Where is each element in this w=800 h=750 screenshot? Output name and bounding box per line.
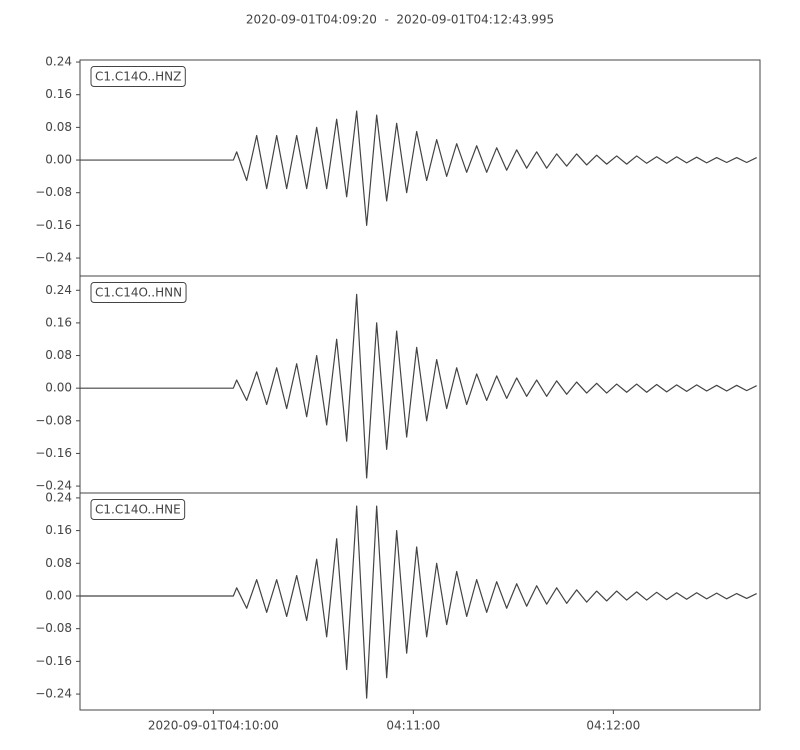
waveform	[80, 505, 757, 699]
x-tick-label: 2020-09-01T04:10:00	[148, 719, 279, 733]
waveform	[80, 293, 757, 479]
waveform	[80, 110, 757, 226]
y-tick-label: 0.08	[45, 556, 72, 570]
y-tick-label: 0.24	[45, 490, 72, 504]
station-label: C1.C14O..HNE	[95, 503, 181, 517]
y-tick-label: 0.08	[45, 348, 72, 362]
label-box	[90, 282, 187, 303]
station-label: C1.C14O..HNN	[95, 286, 182, 300]
y-tick-label: −0.24	[35, 479, 72, 493]
x-tick-label: 04:12:00	[586, 719, 640, 733]
chart-title: 2020-09-01T04:09:20 - 2020-09-01T04:12:4…	[246, 13, 554, 27]
y-tick-label: −0.16	[35, 218, 72, 232]
y-tick-label: 0.16	[45, 523, 72, 537]
y-tick-label: 0.00	[45, 153, 72, 167]
y-tick-label: −0.08	[35, 185, 72, 199]
y-tick-label: 0.16	[45, 315, 72, 329]
station-label: C1.C14O..HNZ	[95, 70, 181, 84]
y-tick-label: −0.16	[35, 446, 72, 460]
label-box	[90, 66, 186, 87]
y-tick-label: −0.08	[35, 413, 72, 427]
y-tick-label: 0.24	[45, 55, 72, 69]
y-tick-label: −0.24	[35, 687, 72, 701]
y-tick-label: −0.16	[35, 654, 72, 668]
x-tick-label: 04:11:00	[386, 719, 440, 733]
label-box	[90, 499, 186, 520]
y-tick-label: 0.08	[45, 120, 72, 134]
y-tick-label: −0.24	[35, 251, 72, 265]
y-tick-label: −0.08	[35, 621, 72, 635]
panel-frame	[79, 492, 761, 711]
y-tick-label: 0.00	[45, 381, 72, 395]
y-tick-label: 0.00	[45, 588, 72, 602]
y-tick-label: 0.24	[45, 283, 72, 297]
y-tick-label: 0.16	[45, 87, 72, 101]
